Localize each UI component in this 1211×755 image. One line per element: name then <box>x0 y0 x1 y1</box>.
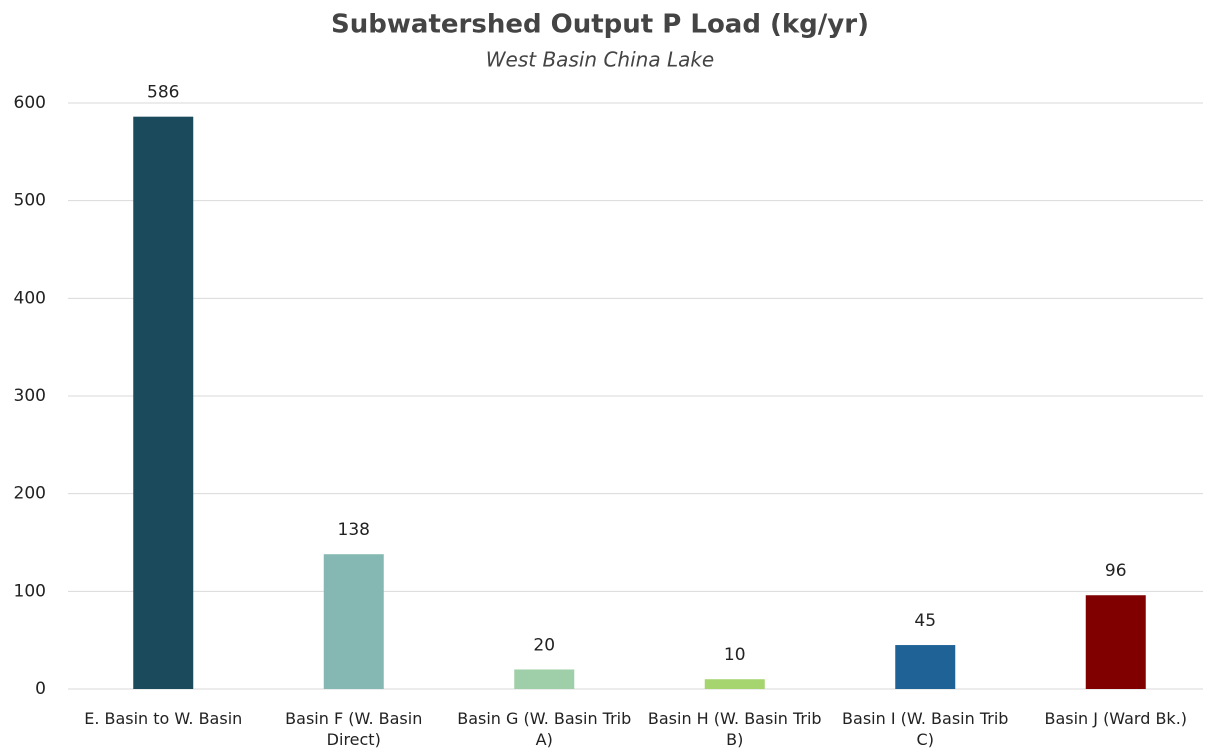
x-tick-label: Basin G (W. Basin Trib A) <box>457 709 632 749</box>
data-label: 586 <box>147 83 179 103</box>
x-tick-label: Basin H (W. Basin Trib B) <box>647 709 822 749</box>
chart-subtitle: West Basin China Lake <box>486 48 714 72</box>
bar <box>133 116 194 689</box>
y-tick-label: 400 <box>14 288 46 308</box>
bar <box>323 554 384 689</box>
data-label: 138 <box>338 520 370 540</box>
data-label: 20 <box>533 635 555 655</box>
data-label: 10 <box>724 645 746 665</box>
x-tick-label: Basin I (W. Basin Trib C) <box>842 709 1009 749</box>
bar <box>1085 595 1146 689</box>
y-tick-label: 600 <box>14 93 46 113</box>
data-label: 45 <box>914 611 936 631</box>
data-label: 96 <box>1105 561 1127 581</box>
bar <box>514 669 575 689</box>
x-tick-label: Basin J (Ward Bk.) <box>1044 709 1188 728</box>
y-tick-label: 500 <box>14 191 46 211</box>
x-tick-label: Basin F (W. Basin Direct) <box>285 709 423 749</box>
y-tick-label: 0 <box>35 679 46 699</box>
y-tick-label: 300 <box>14 386 46 406</box>
x-tick-label: E. Basin to W. Basin <box>84 709 243 728</box>
bar <box>895 645 956 689</box>
y-tick-label: 100 <box>14 581 46 601</box>
chart-title: Subwatershed Output P Load (kg/yr) <box>331 10 869 40</box>
y-tick-label: 200 <box>14 484 46 504</box>
bar <box>704 679 765 689</box>
